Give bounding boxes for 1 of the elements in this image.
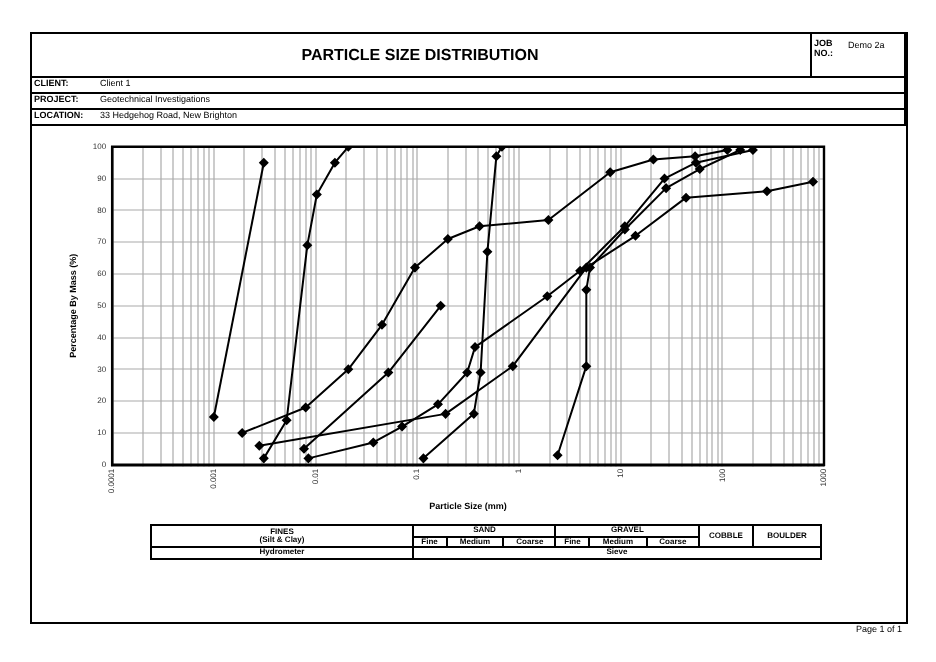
chart-title: PARTICLE SIZE DISTRIBUTION	[299, 43, 541, 67]
